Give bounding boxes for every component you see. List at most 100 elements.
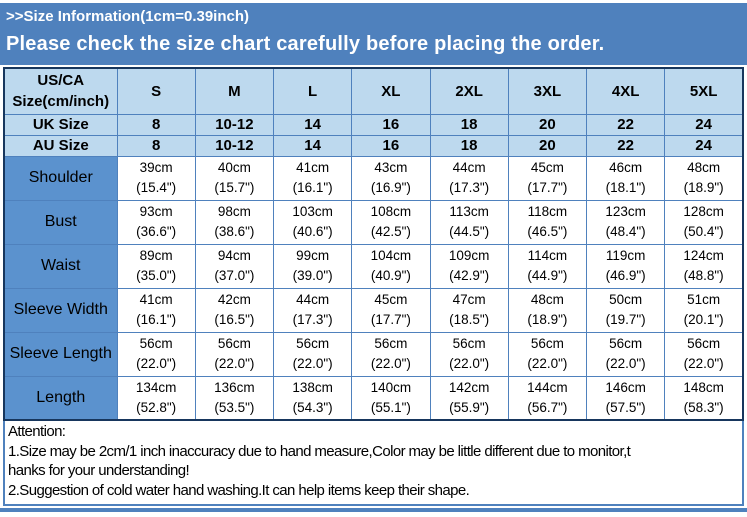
banner-subtitle: Please check the size chart carefully be… [6,33,605,55]
measurement-cell: 56cm (22.0") [194,331,275,377]
attention-note-1: 1.Size may be 2cm/1 inch inaccuracy due … [8,442,631,460]
measurement-cell: 103cm (40.6") [272,199,353,245]
size-cell: 20 [507,113,588,136]
measurement-cell: 43cm (16.9") [351,155,431,201]
size-chart-table: US/CA Size(cm/inch) S M L XL 2XL 3XL 4XL… [3,67,744,421]
corner-header-cell: US/CA Size(cm/inch) [3,67,118,115]
size-column-header: 2XL [429,67,509,115]
size-cell: 18 [429,134,509,157]
measurement-cell: 93cm (36.6") [116,199,196,245]
measurement-cell: 109cm (42.9") [429,243,509,289]
size-cell: 10-12 [194,134,275,157]
measurement-cell: 89cm (35.0") [116,243,196,289]
sleeve-width-row: Sleeve Width 41cm (16.1") 42cm (16.5") 4… [3,287,744,333]
measurement-cell: 128cm (50.4") [664,199,744,245]
size-cell: 24 [664,113,744,136]
measurement-cell: 48cm (18.9") [507,287,588,333]
au-size-row: AU Size 8 10-12 14 16 18 20 22 24 [3,134,744,157]
row-label: Sleeve Width [3,287,118,333]
measurement-cell: 48cm (18.9") [664,155,744,201]
row-label: Length [3,375,118,421]
measurement-cell: 114cm (44.9") [507,243,588,289]
measurement-cell: 56cm (22.0") [664,331,744,377]
measurement-cell: 42cm (16.5") [194,287,275,333]
row-label: Shoulder [3,155,118,201]
row-label: Sleeve Length [3,331,118,377]
size-cell: 14 [272,113,353,136]
bust-row: Bust 93cm (36.6") 98cm (38.6") 103cm (40… [3,199,744,245]
size-cell: 16 [351,113,431,136]
measurement-cell: 123cm (48.4") [585,199,666,245]
size-cell: 10-12 [194,113,275,136]
size-column-header: 3XL [507,67,588,115]
length-row: Length 134cm (52.8") 136cm (53.5") 138cm… [3,375,744,421]
bottom-divider [0,508,747,512]
measurement-cell: 51cm (20.1") [664,287,744,333]
banner-title: >>Size Information(1cm=0.39inch) [6,8,249,25]
measurement-cell: 99cm (39.0") [272,243,353,289]
row-label: Waist [3,243,118,289]
measurement-cell: 134cm (52.8") [116,375,196,421]
size-column-header: 5XL [664,67,744,115]
size-column-header: XL [351,67,431,115]
row-label: AU Size [3,134,118,157]
measurement-cell: 146cm (57.5") [585,375,666,421]
size-cell: 8 [116,134,196,157]
measurement-cell: 140cm (55.1") [351,375,431,421]
measurement-cell: 56cm (22.0") [585,331,666,377]
measurement-cell: 45cm (17.7") [351,287,431,333]
measurement-cell: 119cm (46.9") [585,243,666,289]
measurement-cell: 50cm (19.7") [585,287,666,333]
measurement-cell: 47cm (18.5") [429,287,509,333]
size-cell: 22 [585,134,666,157]
row-label: UK Size [3,113,118,136]
measurement-cell: 44cm (17.3") [272,287,353,333]
measurement-cell: 136cm (53.5") [194,375,275,421]
measurement-cell: 124cm (48.8") [664,243,744,289]
attention-box: Attention: 1.Size may be 2cm/1 inch inac… [3,421,744,506]
measurement-cell: 138cm (54.3") [272,375,353,421]
measurement-cell: 41cm (16.1") [116,287,196,333]
row-label: Bust [3,199,118,245]
sleeve-length-row: Sleeve Length 56cm (22.0") 56cm (22.0") … [3,331,744,377]
attention-note-1-cont: hanks for your understanding! [8,462,190,479]
measurement-cell: 94cm (37.0") [194,243,275,289]
table-header-row: US/CA Size(cm/inch) S M L XL 2XL 3XL 4XL… [3,67,744,115]
size-info-banner: >>Size Information(1cm=0.39inch) Please … [0,3,747,65]
measurement-cell: 45cm (17.7") [507,155,588,201]
measurement-cell: 113cm (44.5") [429,199,509,245]
size-column-header: S [116,67,196,115]
size-cell: 20 [507,134,588,157]
measurement-cell: 44cm (17.3") [429,155,509,201]
size-column-header: M [194,67,275,115]
waist-row: Waist 89cm (35.0") 94cm (37.0") 99cm (39… [3,243,744,289]
measurement-cell: 41cm (16.1") [272,155,353,201]
size-cell: 18 [429,113,509,136]
measurement-cell: 108cm (42.5") [351,199,431,245]
measurement-cell: 56cm (22.0") [351,331,431,377]
measurement-cell: 56cm (22.0") [429,331,509,377]
measurement-cell: 142cm (55.9") [429,375,509,421]
shoulder-row: Shoulder 39cm (15.4") 40cm (15.7") 41cm … [3,155,744,201]
size-cell: 24 [664,134,744,157]
attention-title: Attention: [8,423,66,440]
measurement-cell: 40cm (15.7") [194,155,275,201]
measurement-cell: 144cm (56.7") [507,375,588,421]
size-cell: 8 [116,113,196,136]
size-column-header: L [272,67,353,115]
uk-size-row: UK Size 8 10-12 14 16 18 20 22 24 [3,113,744,136]
measurement-cell: 148cm (58.3") [664,375,744,421]
size-cell: 14 [272,134,353,157]
measurement-cell: 46cm (18.1") [585,155,666,201]
measurement-cell: 118cm (46.5") [507,199,588,245]
measurement-cell: 98cm (38.6") [194,199,275,245]
attention-note-2: 2.Suggestion of cold water hand washing.… [8,481,470,499]
measurement-cell: 56cm (22.0") [507,331,588,377]
size-column-header: 4XL [585,67,666,115]
measurement-cell: 56cm (22.0") [116,331,196,377]
size-cell: 16 [351,134,431,157]
measurement-cell: 104cm (40.9") [351,243,431,289]
measurement-cell: 39cm (15.4") [116,155,196,201]
size-cell: 22 [585,113,666,136]
measurement-cell: 56cm (22.0") [272,331,353,377]
